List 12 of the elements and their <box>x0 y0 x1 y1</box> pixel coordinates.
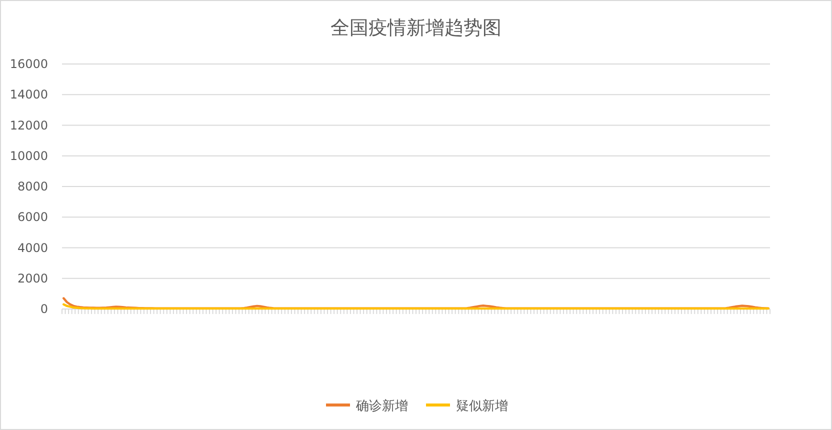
y-tick-label: 10000 <box>10 148 48 163</box>
y-tick-label: 6000 <box>17 210 48 224</box>
y-tick-label: 14000 <box>10 88 48 102</box>
legend-label: 确诊新增 <box>355 399 408 414</box>
chart-title: 全国疫情新增趋势图 <box>330 17 502 39</box>
y-tick-label: 2000 <box>17 271 48 286</box>
legend-label: 疑似新增 <box>456 399 508 414</box>
y-tick-label: 8000 <box>17 180 48 194</box>
y-tick-label: 16000 <box>10 57 48 71</box>
y-tick-label: 0 <box>40 302 48 316</box>
y-tick-label: 12000 <box>10 118 48 132</box>
y-tick-label: 4000 <box>17 240 48 255</box>
